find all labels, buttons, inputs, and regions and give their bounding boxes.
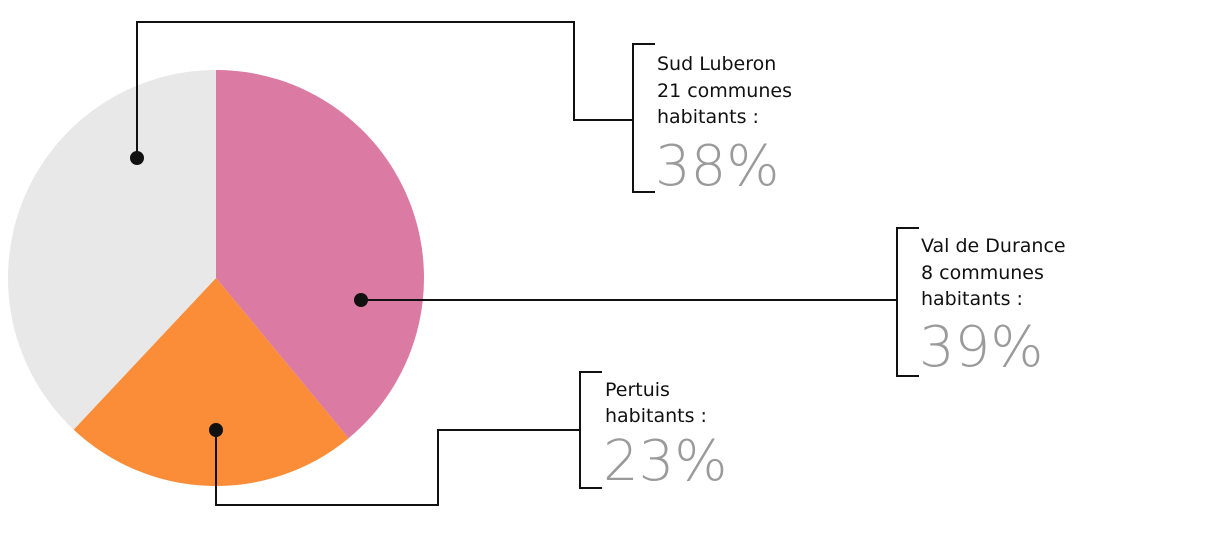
pie-slice [216,70,425,439]
bracket [579,371,602,489]
callout-dot [209,423,223,437]
callout-dot [354,293,368,307]
value-label: 23% [603,429,727,494]
connector [136,21,633,158]
slice-unit-label: habitants : [605,405,707,427]
pie-slice [7,70,217,430]
bracket [896,227,919,377]
callout-dot [130,151,144,165]
slice-detail: 8 communes [921,262,1044,284]
slice-name: Sud Luberon [657,53,776,75]
pie-slice [73,278,349,486]
slice-detail: 21 communes [657,80,792,102]
bracket [632,43,655,193]
value-label: 38% [655,134,779,199]
value-label: 39% [919,315,1043,380]
slice-unit-label: habitants : [921,288,1023,310]
slice-unit-label: habitants : [657,106,759,128]
slice-name: Pertuis [605,379,670,401]
connector [215,429,580,506]
slice-name: Val de Durance [921,235,1066,257]
